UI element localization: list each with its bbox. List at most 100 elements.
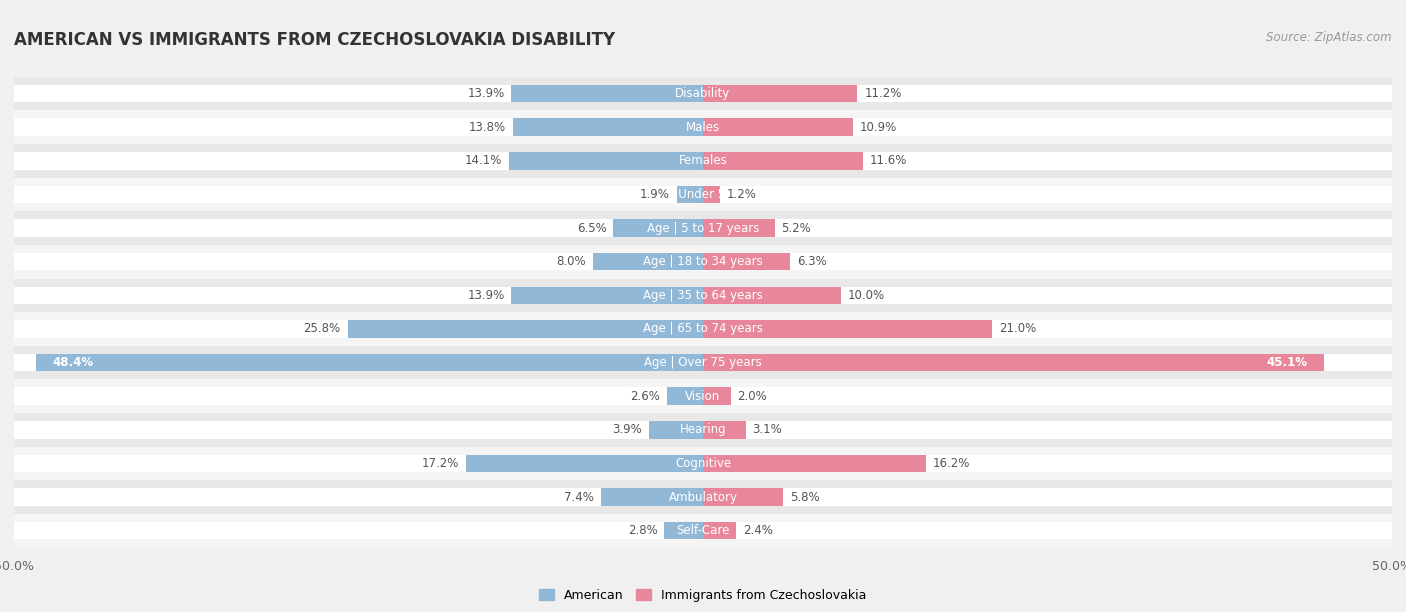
Bar — [465, 455, 703, 472]
Bar — [14, 346, 1392, 379]
Text: 48.4%: 48.4% — [52, 356, 94, 369]
Text: 3.9%: 3.9% — [613, 424, 643, 436]
Text: 11.6%: 11.6% — [870, 154, 907, 167]
Text: AMERICAN VS IMMIGRANTS FROM CZECHOSLOVAKIA DISABILITY: AMERICAN VS IMMIGRANTS FROM CZECHOSLOVAK… — [14, 31, 616, 48]
Text: 6.5%: 6.5% — [576, 222, 606, 234]
Bar — [703, 522, 737, 539]
Bar — [513, 119, 703, 136]
Bar — [14, 144, 1392, 177]
Text: 2.4%: 2.4% — [742, 524, 773, 537]
Bar — [676, 185, 703, 203]
Bar — [703, 488, 783, 506]
Bar — [703, 455, 927, 472]
Bar — [14, 211, 1392, 245]
Text: 10.9%: 10.9% — [860, 121, 897, 134]
Bar — [14, 447, 1392, 480]
Text: 6.3%: 6.3% — [797, 255, 827, 268]
Text: Males: Males — [686, 121, 720, 134]
Bar — [650, 421, 703, 439]
Bar — [14, 320, 1392, 338]
Text: Females: Females — [679, 154, 727, 167]
Bar — [14, 85, 1392, 102]
Text: Age | 35 to 64 years: Age | 35 to 64 years — [643, 289, 763, 302]
Bar — [14, 152, 1392, 170]
Text: Ambulatory: Ambulatory — [668, 490, 738, 504]
Text: 17.2%: 17.2% — [422, 457, 460, 470]
Bar — [14, 286, 1392, 304]
Text: 7.4%: 7.4% — [564, 490, 595, 504]
Text: 13.9%: 13.9% — [467, 87, 505, 100]
Bar — [703, 253, 790, 271]
Legend: American, Immigrants from Czechoslovakia: American, Immigrants from Czechoslovakia — [534, 584, 872, 606]
Text: 11.2%: 11.2% — [865, 87, 901, 100]
Bar — [14, 480, 1392, 514]
Text: Source: ZipAtlas.com: Source: ZipAtlas.com — [1267, 31, 1392, 43]
Text: 2.0%: 2.0% — [738, 390, 768, 403]
Text: 1.2%: 1.2% — [727, 188, 756, 201]
Bar — [703, 219, 775, 237]
Text: 5.8%: 5.8% — [790, 490, 820, 504]
Text: 1.9%: 1.9% — [640, 188, 669, 201]
Text: Disability: Disability — [675, 87, 731, 100]
Text: Age | 5 to 17 years: Age | 5 to 17 years — [647, 222, 759, 234]
Bar — [14, 253, 1392, 271]
Text: Vision: Vision — [685, 390, 721, 403]
Bar — [14, 488, 1392, 506]
Bar — [14, 354, 1392, 371]
Text: Age | Over 75 years: Age | Over 75 years — [644, 356, 762, 369]
Bar — [14, 379, 1392, 413]
Text: 21.0%: 21.0% — [1000, 323, 1036, 335]
Text: 13.9%: 13.9% — [467, 289, 505, 302]
Bar — [14, 522, 1392, 539]
Text: 16.2%: 16.2% — [934, 457, 970, 470]
Bar — [668, 387, 703, 405]
Text: Age | 18 to 34 years: Age | 18 to 34 years — [643, 255, 763, 268]
Bar — [600, 488, 703, 506]
Text: Cognitive: Cognitive — [675, 457, 731, 470]
Bar — [703, 387, 731, 405]
Bar — [14, 110, 1392, 144]
Text: 25.8%: 25.8% — [304, 323, 340, 335]
Bar — [14, 245, 1392, 278]
Text: 10.0%: 10.0% — [848, 289, 884, 302]
Bar — [14, 455, 1392, 472]
Bar — [14, 76, 1392, 110]
Text: 2.8%: 2.8% — [628, 524, 658, 537]
Text: 2.6%: 2.6% — [630, 390, 661, 403]
Bar — [703, 85, 858, 102]
Bar — [703, 354, 1324, 371]
Text: 5.2%: 5.2% — [782, 222, 811, 234]
Bar — [14, 278, 1392, 312]
Bar — [665, 522, 703, 539]
Bar — [512, 85, 703, 102]
Bar — [14, 514, 1392, 548]
Bar — [593, 253, 703, 271]
Bar — [14, 387, 1392, 405]
Text: 14.1%: 14.1% — [464, 154, 502, 167]
Bar — [37, 354, 703, 371]
Text: Self-Care: Self-Care — [676, 524, 730, 537]
Text: 13.8%: 13.8% — [468, 121, 506, 134]
Bar — [509, 152, 703, 170]
Bar — [14, 119, 1392, 136]
Bar — [14, 177, 1392, 211]
Bar — [14, 413, 1392, 447]
Bar — [703, 286, 841, 304]
Text: 8.0%: 8.0% — [557, 255, 586, 268]
Text: Age | Under 5 years: Age | Under 5 years — [644, 188, 762, 201]
Bar — [14, 219, 1392, 237]
Text: Hearing: Hearing — [679, 424, 727, 436]
Bar — [14, 421, 1392, 439]
Bar — [512, 286, 703, 304]
Bar — [14, 312, 1392, 346]
Text: 45.1%: 45.1% — [1267, 356, 1308, 369]
Bar — [703, 152, 863, 170]
Bar — [703, 421, 745, 439]
Text: 3.1%: 3.1% — [752, 424, 782, 436]
Bar — [347, 320, 703, 338]
Bar — [613, 219, 703, 237]
Bar — [703, 119, 853, 136]
Bar — [703, 185, 720, 203]
Bar — [14, 185, 1392, 203]
Text: Age | 65 to 74 years: Age | 65 to 74 years — [643, 323, 763, 335]
